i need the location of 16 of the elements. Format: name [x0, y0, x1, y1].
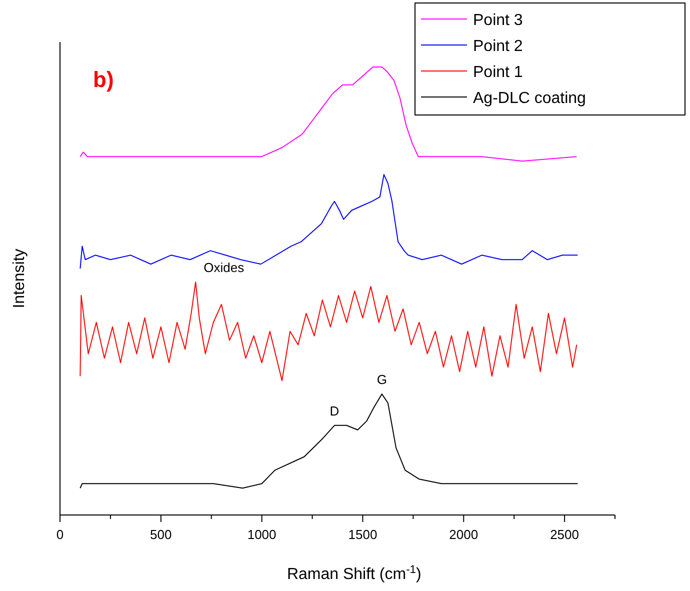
x-axis-title: Raman Shift (cm$^{-1}$) [286, 564, 422, 583]
x-tick-label: 2500 [550, 527, 580, 542]
annotation: D [330, 403, 340, 418]
annotation: b) [93, 67, 114, 92]
x-tick-label: 0 [56, 527, 64, 542]
legend-label: Point 2 [473, 38, 523, 55]
x-tick-label: 1500 [348, 527, 378, 542]
x-tick-label: 2000 [449, 527, 478, 542]
y-axis-title: Intensity [11, 248, 28, 308]
legend-label: Point 1 [473, 64, 523, 81]
annotation: G [376, 372, 387, 388]
legend-label: Ag-DLC coating [473, 90, 586, 107]
legend-label: Point 3 [473, 12, 523, 29]
x-tick-label: 500 [150, 527, 172, 542]
annotation: Oxides [204, 260, 245, 276]
x-tick-label: 1000 [247, 527, 276, 542]
